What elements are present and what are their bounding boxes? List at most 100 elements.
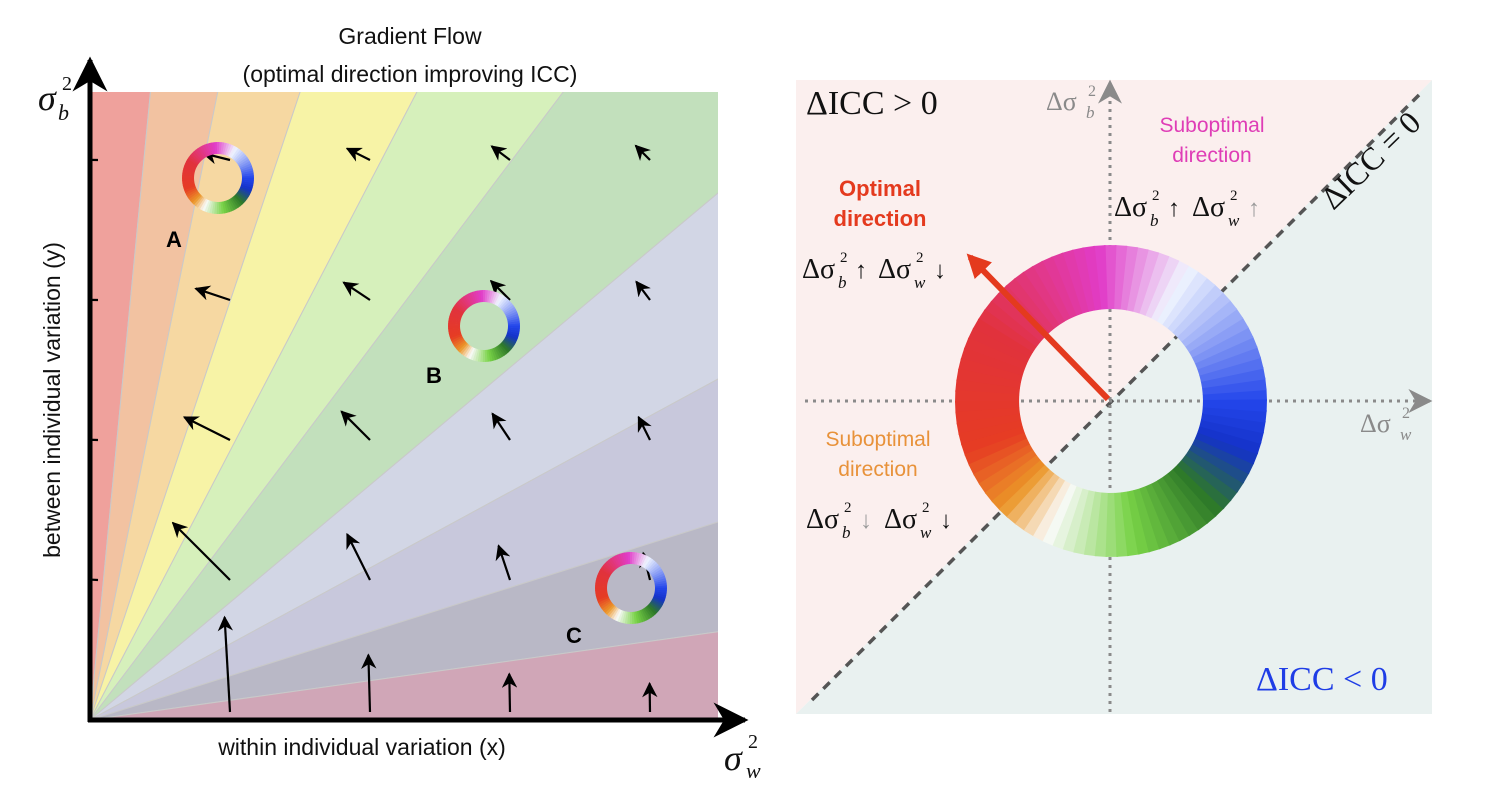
wheel-segment (956, 413, 1022, 436)
wheel-segment (231, 147, 241, 160)
lower-region-label: ΔICC < 0 (1256, 661, 1388, 698)
wheel-segment (199, 145, 208, 158)
wheel-segment (225, 143, 232, 156)
wheel-segment (448, 316, 461, 322)
wheel-segment (1172, 464, 1225, 517)
wheel-segment (619, 610, 626, 624)
suboptimal-left-line2: direction (838, 458, 917, 481)
wheel-segment (201, 144, 210, 157)
wheel-segment (646, 560, 657, 572)
wheel-segment (507, 318, 520, 323)
wheel-segment (208, 142, 214, 155)
wheel-segment (206, 200, 213, 214)
optimal-title-line2: direction (834, 206, 927, 231)
lower-region (796, 80, 1432, 714)
gradient-arrow (90, 578, 99, 582)
gradient-arrow (361, 653, 377, 713)
wheel-segment (998, 464, 1051, 519)
svg-text:2: 2 (748, 731, 758, 753)
color-wheel-large (955, 245, 1267, 557)
wheel-segment (236, 154, 248, 164)
wheel-segment (1144, 255, 1180, 319)
wheel-segment (467, 292, 476, 305)
wheel-segment (1094, 492, 1109, 557)
wheel-segment (599, 599, 611, 608)
wheel-segment (498, 297, 509, 309)
wheel-segment (595, 585, 608, 589)
wheel-segment (448, 330, 462, 337)
wheel-segment (472, 348, 479, 362)
wheel-segment (222, 201, 228, 214)
wheel-segment (1201, 377, 1267, 395)
wheel-segment (459, 297, 470, 309)
wheel-segment (597, 596, 610, 603)
wheel-segment (448, 327, 461, 332)
svg-text:2: 2 (840, 250, 848, 266)
wheel-segment (182, 168, 195, 174)
wheel-segment (193, 149, 204, 161)
wheel-segment (600, 566, 612, 576)
delta-y-axis-label: Δσ b 2 (1046, 83, 1096, 122)
gradient-arrow (491, 412, 511, 441)
wheel-segment (1061, 249, 1089, 314)
wheel-segment (506, 313, 519, 320)
wheel-segment (619, 553, 626, 566)
wheel-segment (487, 290, 493, 303)
wheel-segment (627, 611, 631, 624)
wheel-segment (599, 568, 611, 577)
wheel-segment (240, 165, 253, 172)
wheel-segment (492, 292, 500, 305)
svg-text:2: 2 (922, 500, 930, 516)
wheel-segment (631, 611, 636, 624)
svg-text:Δσ: Δσ (806, 504, 839, 535)
wheel-segment (184, 163, 197, 171)
wheel-segment (1181, 454, 1239, 502)
svg-text:↑: ↑ (855, 257, 867, 284)
wheel-segment (601, 564, 613, 575)
wheel-segment (1138, 252, 1170, 316)
wheel-segment (653, 575, 666, 582)
wheel-segment (226, 199, 235, 212)
wheel-segment (218, 201, 223, 214)
gradient-arrow (217, 615, 234, 713)
wheel-segment (182, 179, 195, 184)
wheel-segment (1113, 245, 1128, 310)
wheel-segment (955, 407, 1021, 425)
svg-text:b: b (58, 100, 69, 125)
wheel-segment (188, 154, 200, 165)
svg-text:w: w (1228, 211, 1240, 230)
wheel-segment (600, 600, 612, 610)
wheel-segment (195, 148, 205, 160)
wheel-segment (1194, 336, 1258, 370)
wheel-segment (188, 192, 200, 202)
wheel-segment (466, 346, 474, 359)
wheel-segment (504, 337, 516, 346)
wheel-segment (1132, 249, 1160, 314)
wheel-segment (1202, 388, 1267, 401)
wheel-segment (654, 580, 667, 585)
wheel-segment (1202, 399, 1267, 412)
wheel-segment (1062, 488, 1090, 553)
svg-text:2: 2 (1152, 188, 1160, 204)
wheel-segment (237, 156, 249, 166)
wheel-segment (1162, 472, 1209, 531)
wheel-segment (226, 144, 234, 157)
wheel-segment (621, 552, 627, 565)
wheel-segment (494, 346, 503, 359)
gradient-arrow (340, 410, 371, 441)
wheel-segment (964, 432, 1028, 466)
wheel-segment (448, 323, 461, 327)
wheel-segment (638, 553, 645, 566)
wheel-segment (1071, 247, 1096, 312)
wheel-segment (601, 602, 613, 612)
wheel-segment (977, 309, 1037, 354)
point-label-b: B (426, 363, 442, 388)
point-label-a: A (166, 227, 182, 252)
wheel-segment (229, 146, 239, 159)
wheel-segment (652, 570, 664, 579)
wheel-segment (978, 449, 1038, 495)
wheel-segment (1023, 477, 1066, 537)
wheel-segment (488, 349, 494, 362)
wheel-segment (1006, 469, 1056, 525)
